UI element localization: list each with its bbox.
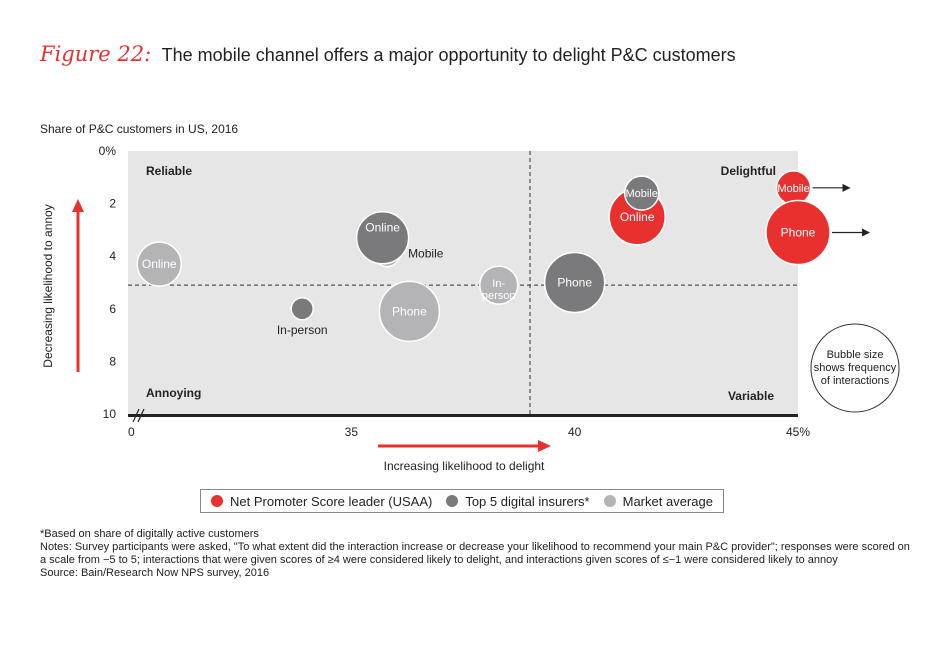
y-tick-label: 8: [109, 354, 116, 368]
bubble-label: In-person: [277, 323, 328, 337]
legend-label-top5: Top 5 digital insurers*: [465, 493, 590, 509]
legend-item-leader: Net Promoter Score leader (USAA): [211, 494, 432, 509]
bubble: [765, 199, 831, 266]
y-tick-label: 2: [109, 197, 116, 211]
note-text: Bubble size shows frequency of interaction…: [814, 349, 897, 387]
footnote-notes-2: a scale from −5 to 5; interactions that …: [40, 554, 838, 566]
x-tick-label: 45%: [786, 425, 810, 439]
figure-title: Figure 22: The mobile channel offers a m…: [40, 42, 736, 66]
plot-area: [128, 151, 798, 414]
bubble-label: Mobile: [777, 183, 809, 195]
x-tick-label: 35: [345, 425, 359, 439]
quadrant-label-annoying: Annoying: [146, 386, 201, 400]
bubble-label: Online: [620, 210, 655, 224]
y-tick-label: 6: [109, 302, 116, 316]
legend-item-top5: Top 5 digital insurers*: [446, 493, 590, 509]
legend: Net Promoter Score leader (USAA) Top 5 d…: [200, 489, 724, 513]
y-tick-label: 4: [109, 249, 116, 263]
bubble-label: Phone: [781, 226, 816, 240]
footnote-notes-1: Notes: Survey participants were asked, "…: [40, 541, 910, 553]
bubble-chart: Share of P&C customers in US, 2016 0% 2 4 6 8…: [40, 122, 900, 473]
bubble: [623, 175, 660, 211]
bubble: [355, 211, 410, 265]
quadrant-label-variable: Variable: [728, 389, 774, 403]
figure-label: Figure 22:: [40, 42, 152, 66]
direction-arrow-head: [862, 228, 870, 237]
legend-dot-leader: [211, 495, 224, 507]
legend-dot-top5: [446, 495, 459, 507]
y-tick-label: 10: [103, 407, 117, 421]
bubble: [543, 251, 606, 314]
bubble-label: Phone: [557, 276, 592, 290]
bubble: [378, 280, 441, 343]
y-axis-arrow-head: [72, 199, 84, 212]
quadrant-label-reliable: Reliable: [146, 164, 192, 178]
legend-label-market: Market average: [622, 493, 713, 509]
bubble: [136, 241, 183, 287]
axis-break-mark: [137, 408, 145, 423]
x-axis-arrow-head: [538, 440, 551, 452]
bubble: [478, 265, 519, 305]
footnote-source: Source: Bain/Research Now NPS survey, 20…: [40, 567, 270, 579]
chart-title: Share of P&C customers in US, 2016: [40, 122, 238, 136]
legend-item-market: Market average: [603, 493, 713, 509]
quadrant-label-delightful: Delightful: [721, 164, 776, 178]
axis-break-mark: [132, 408, 140, 423]
legend-dot-market: [603, 495, 616, 507]
bubble-label: Mobile: [625, 188, 657, 200]
bubble: [290, 297, 314, 321]
bubble-label: Mobile: [408, 247, 444, 261]
footnotes: *Based on share of digitally active cust…: [40, 528, 920, 580]
y-axis-label: Decreasing likelihood to annoy: [41, 204, 55, 367]
note-circle: [810, 323, 900, 413]
x-tick-label: 0: [128, 425, 135, 439]
bubble-label: In-person: [482, 278, 516, 302]
x-axis-label: Increasing likelihood to delight: [384, 459, 545, 473]
figure-title-text: The mobile channel offers a major opport…: [161, 45, 736, 65]
y-tick-label: 0%: [99, 144, 117, 158]
bubble-label: Online: [365, 220, 400, 234]
direction-arrow-head: [842, 183, 851, 192]
footnote-asterisk: *Based on share of digitally active cust…: [40, 528, 259, 540]
bubble-label: Phone: [392, 304, 427, 318]
legend-label-leader: Net Promoter Score leader (USAA): [230, 493, 433, 509]
x-tick-label: 40: [568, 425, 582, 439]
bubble-label: Online: [142, 257, 177, 271]
